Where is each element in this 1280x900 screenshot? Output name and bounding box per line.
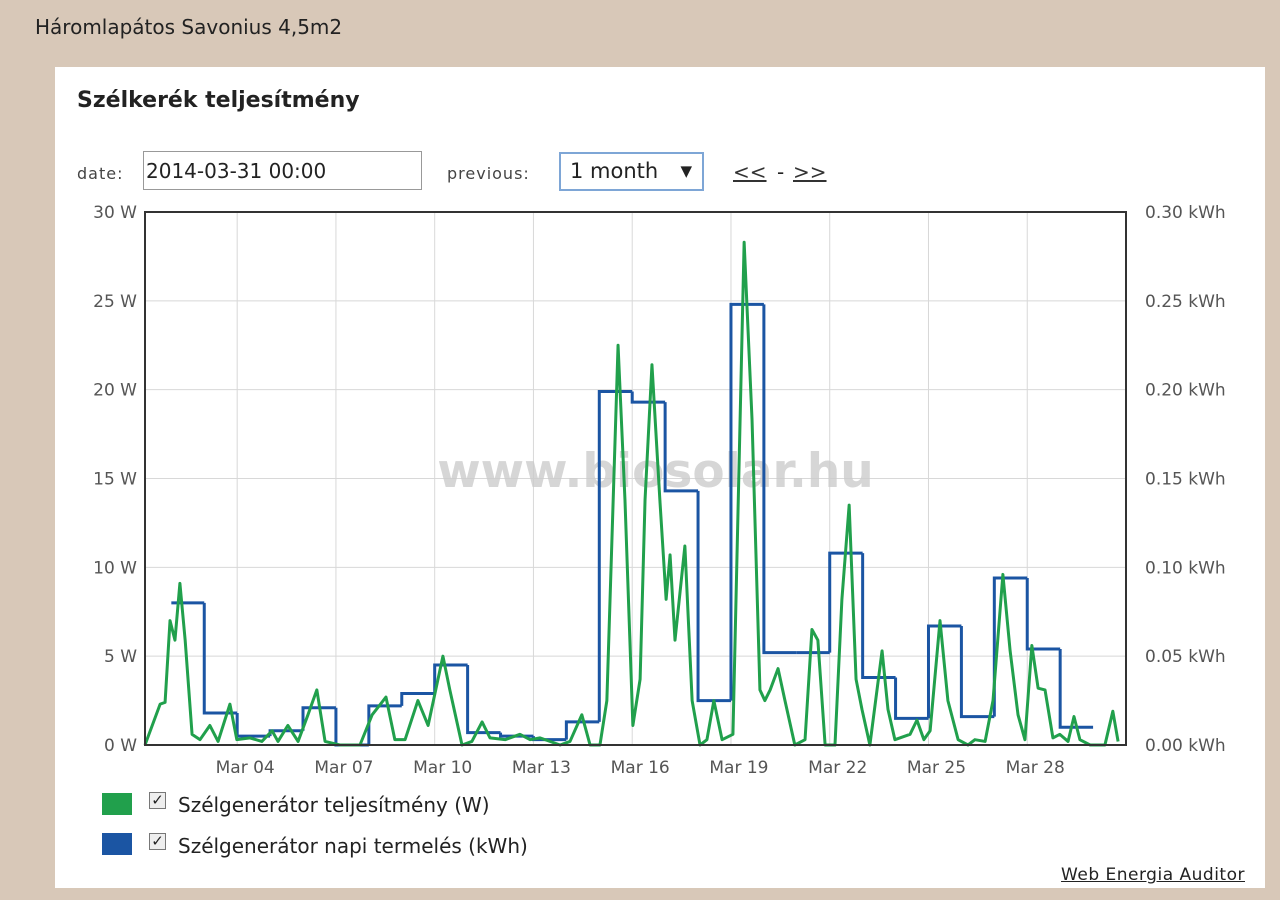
legend-label[interactable]: Szélgenerátor napi termelés (kWh) [178, 834, 528, 858]
y-tick-label: 30 W [93, 203, 137, 223]
legend-swatch [102, 833, 132, 855]
legend-checkbox[interactable]: ✓ [149, 792, 166, 809]
panel-title: Szélkerék teljesítmény [77, 88, 360, 113]
plot-frame [144, 211, 1127, 746]
x-tick-label: Mar 19 [709, 758, 768, 778]
y2-tick-label: 0.25 kWh [1145, 292, 1226, 312]
x-tick-label: Mar 25 [907, 758, 966, 778]
x-tick-label: Mar 16 [611, 758, 670, 778]
step-segment [564, 720, 600, 740]
y2-tick-label: 0.15 kWh [1145, 470, 1226, 490]
step-segment [729, 302, 764, 701]
x-tick-label: Mar 13 [512, 758, 571, 778]
y2-tick-label: 0.30 kWh [1145, 203, 1226, 223]
step-segment [466, 665, 501, 735]
step-segment [696, 490, 731, 703]
step-segment [400, 691, 435, 706]
step-segment [762, 304, 797, 655]
period-select[interactable]: 1 month ▼ [559, 152, 704, 191]
y2-tick-label: 0.05 kWh [1145, 647, 1226, 667]
x-tick-label: Mar 10 [413, 758, 472, 778]
step-segment [367, 704, 402, 745]
previous-label: previous: [447, 164, 530, 183]
step-segment [1025, 577, 1061, 651]
y-tick-label: 20 W [93, 381, 137, 401]
y-tick-label: 15 W [93, 470, 137, 490]
series-line [143, 240, 1120, 747]
x-tick-label: Mar 22 [808, 758, 867, 778]
x-tick-label: Mar 04 [216, 758, 275, 778]
step-segment [926, 624, 962, 719]
chart: 0 W 5 W 10 W 15 W 20 W 25 W 30 W 0.00 kWh 0.05 k… [93, 203, 1226, 778]
x-tick-label: Mar 28 [1006, 758, 1065, 778]
step-segment [663, 402, 699, 493]
y-tick-label: 10 W [93, 558, 137, 578]
legend-label[interactable]: Szélgenerátor teljesítmény (W) [178, 793, 490, 817]
watermark: www.biosolar.hu [437, 444, 874, 499]
y-tick-label: 5 W [104, 647, 137, 667]
select-arrow: ▼ [680, 162, 692, 180]
date-label: date: [77, 164, 124, 183]
step-segment [894, 677, 929, 720]
step-segment [433, 663, 468, 694]
y2-tick-label: 0.00 kWh [1145, 736, 1226, 756]
legend-checkbox[interactable]: ✓ [149, 833, 166, 850]
next-link[interactable]: >> [793, 160, 827, 184]
y-tick-label: 25 W [93, 292, 137, 312]
separator: - [777, 160, 785, 184]
y-tick-label: 0 W [104, 736, 137, 756]
step-segment [301, 706, 336, 731]
y2-tick-label: 0.10 kWh [1145, 558, 1226, 578]
x-tick-label: Mar 07 [314, 758, 373, 778]
prev-link[interactable]: << [733, 160, 767, 184]
legend-swatch [102, 793, 132, 815]
y2-tick-label: 0.20 kWh [1145, 381, 1226, 401]
date-input[interactable]: 2014-03-31 00:00 [143, 151, 422, 190]
page-title: Háromlapátos Savonius 4,5m2 [35, 15, 343, 39]
select-value: 1 month [570, 159, 659, 183]
step-segment [1058, 649, 1094, 729]
footer-link[interactable]: Web Energia Auditor [1061, 865, 1245, 885]
step-segment [959, 625, 995, 719]
